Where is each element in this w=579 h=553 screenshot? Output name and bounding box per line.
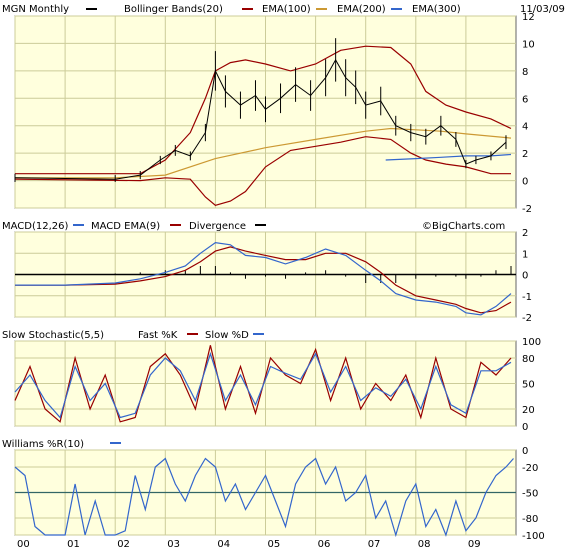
x-tick-label: 04 [217,539,230,550]
macd-ema-line [15,246,512,314]
y-tick-label: 20 [522,405,535,416]
y-tick-label: 6 [522,94,528,105]
y-tick-label: 12 [522,12,535,23]
price-legend-ema100: EMA(100) [262,4,311,15]
y-tick-label: -2 [522,204,532,215]
y-tick-label: -100 [522,531,545,542]
y-tick-label: 80 [522,354,535,365]
price-line [14,58,507,180]
x-tick-label: 02 [117,539,130,550]
stoch-legend-label: Slow Stochastic(5,5) [2,330,104,341]
y-tick-label: 10 [522,39,535,50]
y-tick-label: 1 [522,249,528,260]
ema300-line [385,153,512,161]
header-date: 11/03/09 [520,4,565,15]
y-tick-label: 0 [522,446,528,457]
macd-ema-legend-label: MACD EMA(9) [91,221,160,232]
y-tick-label: 4 [522,122,528,133]
bollinger-lower-line [14,136,511,206]
macd-legend-label: MACD(12,26) [2,221,69,232]
williams-r-line [14,457,514,538]
x-tick-label: 05 [268,539,281,550]
y-tick-label: -50 [522,489,538,500]
y-tick-label: 0 [522,271,528,282]
price-legend-ticker: MGN Monthly [2,4,69,15]
y-tick-label: -1 [522,292,532,303]
y-tick-label: 0 [522,177,528,188]
slowd-legend-label: Slow %D [205,330,249,341]
divergence-legend-label: Divergence [189,221,246,232]
price-legend-ema300: EMA(300) [412,4,461,15]
ema200-line [15,127,512,179]
y-tick-label: 50 [522,380,535,391]
y-tick-label: 100 [522,337,541,348]
x-tick-label: 01 [67,539,80,550]
y-tick-label: -80 [522,514,538,525]
x-tick-label: 03 [167,539,180,550]
price-legend-ema200: EMA(200) [337,4,386,15]
slow-d-line [14,351,512,419]
y-tick-label: -20 [522,463,538,474]
x-tick-label: 08 [418,539,431,550]
x-tick-label: 00 [17,539,30,550]
x-tick-label: 07 [368,539,381,550]
y-tick-label: 2 [522,228,528,239]
y-tick-label: 8 [522,67,528,78]
y-tick-label: 0 [522,422,528,433]
fastk-legend-label: Fast %K [138,330,178,341]
watermark: ©BigCharts.com [422,221,505,232]
x-tick-label: 09 [468,539,481,550]
price-legend-bb: Bollinger Bands(20) [124,4,223,15]
x-tick-label: 06 [318,539,331,550]
macd-line [15,241,512,316]
tick-labels: -2024681012-2-101202050801000-20-50-80-1… [17,12,545,550]
williams-legend-label: Williams %R(10) [2,439,84,450]
bollinger-upper-line [15,45,512,175]
series-layer [14,38,516,538]
y-tick-label: 2 [522,149,528,160]
y-tick-label: -2 [522,313,532,324]
